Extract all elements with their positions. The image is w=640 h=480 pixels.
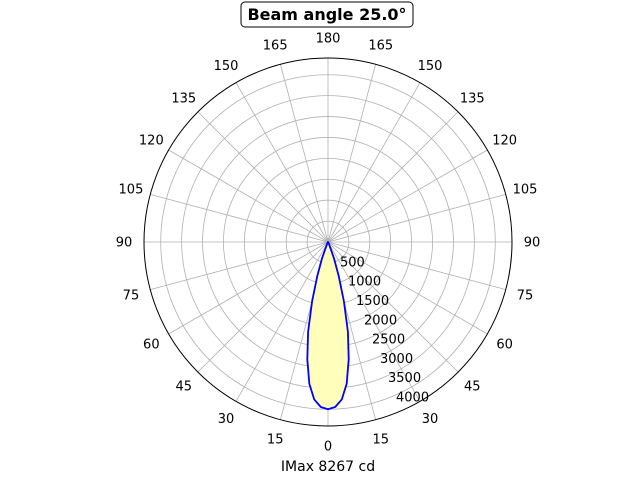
angle-tick-labels: 0 15 30 45 60 75 90 105 120 135 150 165 180 165 150 135… [116,32,541,455]
grid-spoke [327,149,488,243]
grid-spoke [168,149,329,243]
angle-tick-label: 15 [267,433,284,448]
angle-tick-label: 45 [175,380,192,395]
radial-tick-label: 2000 [364,313,397,328]
grid-spoke [150,193,329,243]
radial-tick-label: 3000 [380,352,413,367]
radial-tick-label: 4000 [396,391,429,406]
grid-spoke [327,82,421,243]
radial-tick-label: 3500 [388,371,421,386]
angle-tick-label: 0 [324,440,332,455]
angle-tick-label: 75 [123,288,140,303]
beam-line [306,241,350,411]
grid-spoke [150,241,329,291]
radial-tick-labels: 500 1000 1500 2000 2500 3000 3500 4000 [340,255,429,405]
radial-tick-label: 1500 [356,294,389,309]
angle-tick-label: 120 [139,134,164,149]
chart-title: Beam angle 25.0° [247,5,406,24]
angle-tick-label: 90 [116,236,133,251]
angle-tick-label: 30 [218,412,235,427]
radial-tick-label: 1000 [348,275,381,290]
angle-tick-label: 165 [368,38,393,53]
angle-tick-label: 75 [517,288,534,303]
x-axis-label: IMax 8267 cd [281,459,375,475]
angle-tick-label: 60 [496,338,513,353]
grid-spoke [327,241,421,402]
grid-spoke [327,241,459,373]
grid-spoke [327,241,506,291]
grid-spoke [279,64,329,243]
grid-spoke [327,193,506,243]
grid-spoke [327,64,377,243]
grid-spoke [327,111,459,243]
beam-fill [307,242,349,410]
grid-spoke [197,111,329,243]
angle-tick-label: 105 [513,183,538,198]
angle-tick-label: 60 [143,338,160,353]
grid-spoke [327,241,488,335]
angle-tick-label: 45 [464,380,481,395]
grid-spoke [235,241,329,402]
angle-tick-label: 135 [171,91,196,106]
angle-tick-label: 120 [492,134,517,149]
angle-tick-label: 165 [263,38,288,53]
angle-tick-label: 90 [524,236,541,251]
grid-spoke [168,241,329,335]
radial-tick-label: 2500 [372,333,405,348]
angle-tick-label: 30 [422,412,439,427]
title-box: Beam angle 25.0° [240,1,414,28]
radial-tick-label: 500 [340,255,365,270]
grid-spoke [197,241,329,373]
angle-tick-label: 135 [460,91,485,106]
angle-tick-label: 15 [373,433,390,448]
angle-tick-label: 180 [316,32,341,47]
data-layer [306,241,350,411]
angle-tick-label: 150 [214,59,239,74]
angle-tick-label: 105 [119,183,144,198]
angle-tick-label: 150 [418,59,443,74]
outer-ring [143,57,513,427]
grid-spoke [235,82,329,243]
